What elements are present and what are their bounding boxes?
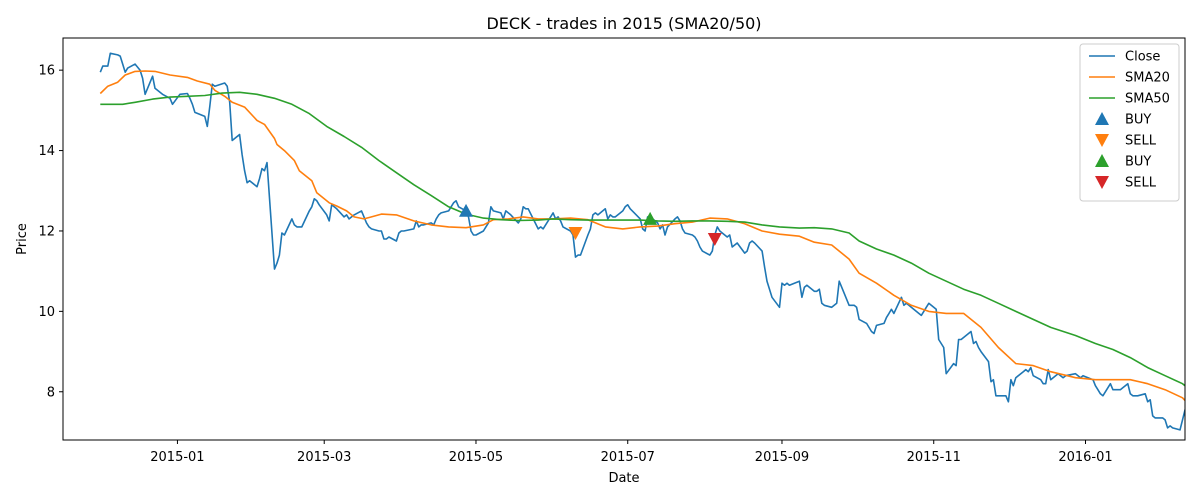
y-tick-label: 12: [38, 224, 55, 239]
y-tick-label: 16: [38, 64, 55, 79]
sell-marker: [568, 227, 583, 240]
sell-marker: [707, 233, 722, 246]
x-axis: 2015-01 2015-03 2015-05 2015-07 2015-09 2015-…: [150, 440, 1113, 465]
legend-label: SMA50: [1125, 92, 1170, 107]
y-axis: 8 10 12 14 16: [38, 64, 63, 400]
legend-swatch-marker: [1095, 176, 1109, 189]
x-tick-label: 2016-01: [1058, 450, 1112, 465]
buy-marker: [643, 211, 658, 225]
y-tick-label: 14: [38, 144, 55, 159]
chart-title: DECK - trades in 2015 (SMA20/50): [486, 14, 761, 33]
legend-label: BUY: [1125, 155, 1151, 170]
y-axis-label: Price: [15, 223, 30, 255]
plot-area: [99, 52, 1185, 431]
y-tick-label: 10: [38, 305, 55, 320]
x-tick-label: 2015-03: [297, 450, 351, 465]
x-tick-label: 2015-11: [907, 450, 961, 465]
x-tick-label: 2015-05: [449, 450, 503, 465]
legend-swatch-marker: [1095, 112, 1109, 125]
x-tick-label: 2015-09: [755, 450, 809, 465]
legend-swatch-marker: [1095, 134, 1109, 147]
x-tick-label: 2015-07: [601, 450, 655, 465]
legend-label: SELL: [1125, 176, 1157, 191]
series-line-sma20: [99, 70, 1185, 402]
legend-swatch-marker: [1095, 154, 1109, 167]
x-tick-label: 2015-01: [150, 450, 204, 465]
series-line-sma50: [100, 91, 1185, 387]
legend-label: Close: [1125, 50, 1160, 65]
axes-frame: [62, 37, 1186, 441]
x-axis-label: Date: [608, 471, 639, 486]
y-tick-label: 8: [47, 385, 55, 400]
series-line-close: [99, 52, 1185, 431]
legend-label: SMA20: [1125, 71, 1170, 86]
legend: Close SMA20 SMA50 BUY SELL BUY SELL: [1079, 43, 1180, 202]
legend-label: BUY: [1125, 113, 1151, 128]
buy-marker: [459, 203, 474, 217]
legend-label: SELL: [1125, 134, 1157, 149]
